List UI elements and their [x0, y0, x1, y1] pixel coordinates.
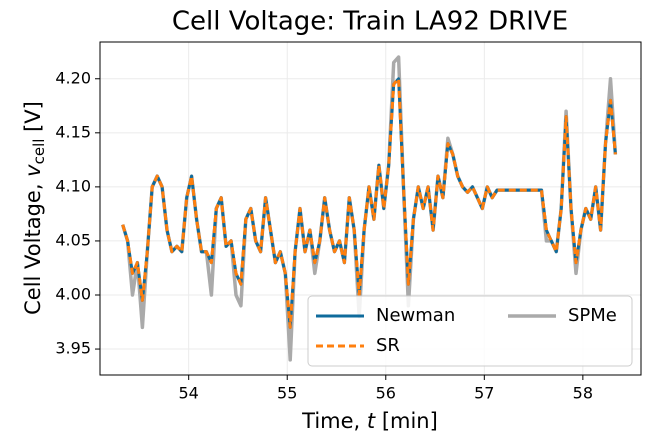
plot-frame [99, 41, 642, 376]
x-tick-label: 58 [573, 384, 593, 403]
x-axis-label: Time, t [min] [301, 409, 438, 433]
y-tick-label: 4.10 [55, 176, 91, 195]
y-tick-label: 3.95 [55, 339, 91, 358]
series-line [121, 77, 617, 329]
y-axis-label: Cell Voltage, vcell [V] [21, 101, 48, 315]
y-tick-label: 4.00 [55, 284, 91, 303]
y-tick-label: 4.20 [55, 68, 91, 87]
chart-title: Cell Voltage: Train LA92 DRIVE [172, 7, 568, 37]
x-tick-label: 56 [376, 384, 396, 403]
y-tick-label: 4.05 [55, 230, 91, 249]
x-tick-label: 55 [277, 384, 297, 403]
legend-label: SR [376, 335, 400, 356]
legend-box [307, 295, 633, 367]
legend: Newman SR SPMe [307, 295, 633, 367]
legend-label: SPMe [568, 305, 617, 326]
x-tick-label: 57 [474, 384, 494, 403]
y-tick-label: 4.15 [55, 122, 91, 141]
legend-label: Newman [376, 305, 455, 326]
x-tick-label: 54 [179, 384, 199, 403]
